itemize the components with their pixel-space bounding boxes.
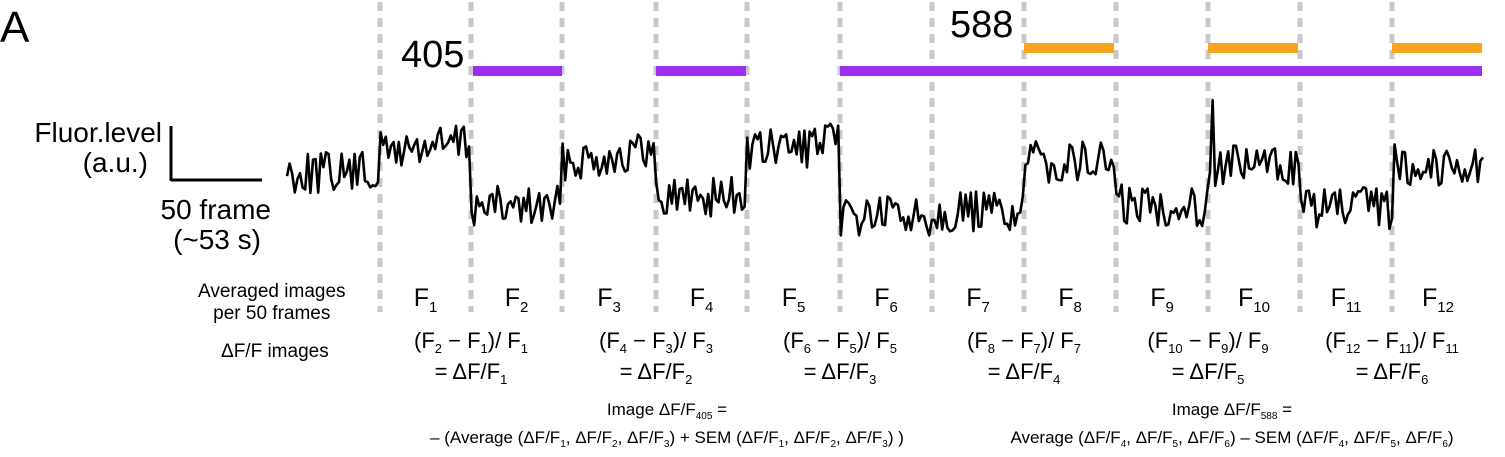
averaged-images-row-label: Averaged images per 50 frames	[198, 281, 346, 325]
dff-formula: (F8 − F7)/ F7 = ΔF/F4	[967, 328, 1081, 387]
dff-images-row-label: ΔF/F images	[221, 341, 329, 362]
scale-x-label-line1: 50 frame	[160, 194, 272, 225]
scale-y-label: Fluor.level (a.u.)	[34, 118, 162, 178]
bar-405-2	[656, 66, 746, 76]
frame-label: F6	[874, 284, 898, 316]
frame-label: F2	[504, 284, 529, 316]
scale-y-label-line1: Fluor.level	[34, 117, 162, 148]
frame-label: F7	[966, 284, 990, 316]
bar-588-1	[1024, 43, 1114, 53]
frame-label: F11	[1330, 284, 1362, 316]
scale-x-label-line2: (~53 s)	[173, 224, 261, 255]
frame-boundary-lines	[377, 2, 1395, 312]
fluorescence-trace	[285, 98, 1485, 237]
summary-405-title: Image ΔF/F405 =	[606, 400, 728, 422]
bar-588-2	[1208, 43, 1298, 53]
bar-405-1	[473, 66, 562, 76]
frame-label: F3	[597, 284, 621, 316]
frame-label: F12	[1422, 284, 1454, 316]
dff-formula: (F2 − F1)/ F1 = ΔF/F1	[414, 328, 528, 387]
frame-label: F10	[1238, 284, 1270, 316]
bar-588-3	[1392, 43, 1482, 53]
summary-405-formula: – (Average (ΔF/F1, ΔF/F2, ΔF/F3) + SEM (…	[430, 428, 904, 450]
dff-formula: (F10 − F9)/ F9 = ΔF/F5	[1147, 328, 1269, 387]
dff-formula: (F12 − F11)/ F11 = ΔF/F6	[1325, 328, 1459, 387]
dff-formula: (F6 − F5)/ F5 = ΔF/F3	[783, 328, 897, 387]
scale-y-label-line2: (a.u.)	[82, 147, 148, 178]
frame-label: F5	[781, 284, 806, 316]
frame-label: F8	[1058, 284, 1082, 316]
scale-bar	[169, 126, 262, 182]
panel-letter: A	[0, 3, 30, 52]
scale-x-label: 50 frame (~53 s)	[161, 195, 272, 255]
averaged-label-line2: per 50 frames	[213, 303, 331, 324]
stimulus-bars	[473, 43, 1482, 76]
summary-588: Image ΔF/F588 = Average (ΔF/F4, ΔF/F5, Δ…	[964, 399, 1500, 455]
averaged-label-line1: Averaged images	[198, 281, 346, 302]
frame-label: F9	[1150, 284, 1174, 316]
summary-588-title: Image ΔF/F588 =	[1171, 400, 1293, 422]
summary-405: Image ΔF/F405 = – (Average (ΔF/F1, ΔF/F2…	[394, 399, 940, 455]
frame-label: F1	[413, 284, 438, 316]
wavelength-588-label: 588	[950, 4, 1014, 46]
dff-formula: (F4 − F3)/ F3 = ΔF/F2	[599, 328, 713, 387]
wavelength-405-label: 405	[401, 34, 465, 76]
summary-588-formula: Average (ΔF/F4, ΔF/F5, ΔF/F6) – SEM (ΔF/…	[1010, 428, 1454, 450]
bar-405-3	[840, 66, 1482, 76]
frame-label: F4	[689, 284, 714, 316]
